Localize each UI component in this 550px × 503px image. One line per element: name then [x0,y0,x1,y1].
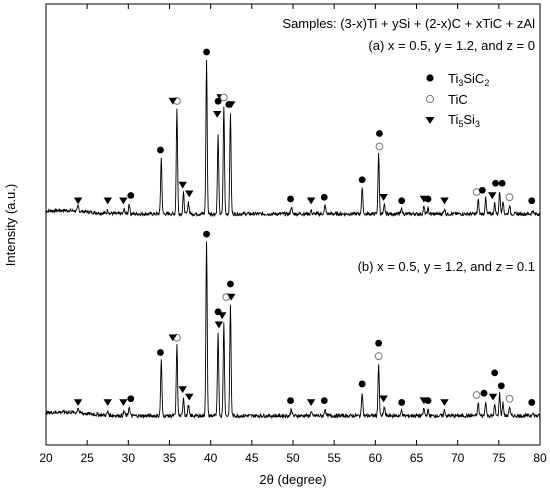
ti3sic2-peak-marker [398,399,406,406]
tic-peak-marker [472,391,481,399]
ti5si3-peak-marker [73,399,83,407]
ti3sic2-peak-marker [214,97,222,105]
samples-annotation: Samples: (3-x)Ti + ySi + (2-x)C + xTiC +… [282,16,535,31]
ti5si3-peak-marker [119,399,128,407]
x-tick-label: 75 [492,451,506,465]
ti3sic2-peak-marker [376,130,383,137]
x-tick-label: 55 [327,451,341,465]
tic-peak-marker [219,93,228,102]
ti3sic2-peak-marker [375,339,383,347]
ti3sic2-peak-marker [480,389,488,397]
x-tick-label: 35 [163,451,177,465]
ti5si3-peak-marker [103,399,112,407]
ti3sic2-peak-marker [424,195,432,203]
xrd-pattern-a [45,60,541,218]
ti5si3-peak-marker [185,190,194,198]
marker-layer [73,48,536,407]
tic-peak-marker [472,188,481,196]
x-tick-label: 45 [245,451,259,465]
legend-ti3sic2-label: Ti3SiC2 [448,71,489,88]
x-tick-label: 50 [286,451,300,465]
tic-peak-marker [374,352,383,361]
ti3sic2-peak-marker [287,397,294,404]
x-axis-label: 2θ (degree) [259,472,326,487]
ti3sic2-peak-marker [287,195,294,203]
ti5si3-peak-marker [306,399,316,407]
ti3sic2-peak-marker [528,197,536,205]
ti3sic2-peak-marker [478,186,486,194]
ti5si3-peak-marker [178,386,187,394]
ti3sic2-peak-marker [214,308,222,316]
ti3sic2-peak-marker [497,382,505,390]
ti5si3-peak-marker [103,197,112,205]
ti3sic2-peak-marker [203,230,210,238]
ti3sic2-peak-marker [157,349,164,356]
tic-peak-marker [505,394,514,403]
ti5si3-peak-marker [213,111,222,118]
ti5si3-peak-marker [488,192,497,200]
x-tick-label: 70 [451,451,465,465]
ti3sic2-peak-marker [320,193,328,201]
tic-peak-marker [375,142,384,151]
x-tick-label: 80 [533,451,547,465]
ti5si3-peak-marker [227,293,236,301]
ti3sic2-peak-marker [227,280,234,288]
x-axis-ticks: 20 25 30 35 40 45 50 55 60 65 70 75 80 [39,4,547,465]
y-axis-label: Intensity (a.u.) [3,184,18,266]
ti5si3-peak-marker [168,97,177,105]
ti5si3-peak-marker [73,197,83,205]
ti3sic2-peak-marker [491,369,499,377]
ti3sic2-peak-marker [528,399,536,406]
legend-ti5si3-marker [425,117,435,124]
legend-tic-marker [425,94,435,104]
ti5si3-peak-marker [185,393,194,401]
tic-peak-marker [505,193,514,202]
ti3sic2-peak-marker [358,380,366,388]
x-tick-label: 20 [39,451,53,465]
xrd-pattern-b [45,241,541,420]
ti3sic2-peak-marker [498,179,506,187]
ti5si3-peak-marker [178,181,187,189]
series-a-label: (a) x = 0.5, y = 1.2, and z = 0 [368,38,535,53]
ti3sic2-peak-marker [424,397,432,404]
x-tick-label: 30 [122,451,136,465]
legend: Ti3SiC2 TiC Ti5Si3 [425,71,489,129]
ti3sic2-peak-marker [225,101,233,108]
legend-ti5si3-label: Ti5Si3 [448,112,480,129]
ti5si3-peak-marker [440,197,449,205]
legend-tic-label: TiC [448,92,468,107]
ti3sic2-peak-marker [492,179,499,187]
ti3sic2-peak-marker [320,397,328,404]
series-layer [45,60,541,420]
ti5si3-peak-marker [440,399,449,407]
x-tick-label: 40 [204,451,218,465]
ti3sic2-peak-marker [127,192,135,199]
ti5si3-peak-marker [214,321,224,329]
ti5si3-peak-marker [488,393,498,401]
ti5si3-peak-marker [379,395,388,403]
x-tick-label: 65 [410,451,424,465]
x-tick-label: 60 [369,451,383,465]
ti5si3-peak-marker [379,194,388,201]
x-tick-label: 25 [80,451,94,465]
ti3sic2-peak-marker [127,395,135,403]
ti3sic2-peak-marker [157,146,164,154]
ti3sic2-peak-marker [203,48,210,56]
ti3sic2-peak-marker [398,197,406,205]
ti5si3-peak-marker [306,197,316,205]
ti5si3-peak-marker [119,197,128,205]
legend-ti3sic2-marker [426,74,434,82]
ti3sic2-peak-marker [358,176,366,184]
series-b-label: (b) x = 0.5, y = 1.2, and z = 0.1 [358,259,535,274]
ti5si3-peak-marker [168,334,177,342]
